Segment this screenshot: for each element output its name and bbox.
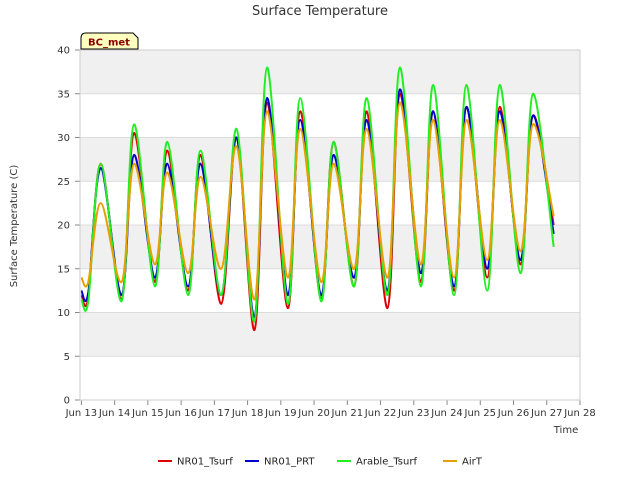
- x-tick-label: Jun 13: [65, 408, 98, 419]
- x-tick-label: Jun 19: [264, 408, 297, 419]
- y-tick-label: 5: [64, 352, 70, 363]
- x-tick-label: Jun 17: [198, 408, 231, 419]
- x-tick-label: Jun 22: [364, 408, 397, 419]
- x-tick-label: Jun 26: [497, 408, 530, 419]
- x-tick-label: Jun 24: [430, 408, 463, 419]
- legend-label: NR01_Tsurf: [177, 457, 233, 468]
- x-tick-label: Jun 28: [563, 408, 596, 419]
- axes: 0 5 10 15 20 25 30 35 40 Jun 13 Jun 14 Jun 15 Jun 16…: [57, 46, 596, 420]
- y-tick-label: 0: [64, 396, 70, 407]
- legend-label: NR01_PRT: [264, 457, 315, 468]
- y-tick-label: 10: [57, 308, 70, 319]
- series-lines: [80, 66, 555, 332]
- x-tick-label: Jun 14: [98, 408, 131, 419]
- legend: NR01_Tsurf NR01_PRT Arable_Tsurf AirT: [158, 457, 483, 468]
- x-tick-label: Jun 16: [164, 408, 197, 419]
- plot-frame: [79, 49, 581, 401]
- site-badge-label: BC_met: [88, 38, 130, 49]
- plot-band: [80, 50, 580, 94]
- y-tick-label: 15: [57, 264, 70, 275]
- y-tick-label: 20: [57, 221, 70, 232]
- y-axis-title: Surface Temperature (C): [9, 165, 20, 288]
- chart-title: Surface Temperature: [252, 4, 388, 19]
- y-tick-label: 25: [57, 177, 70, 188]
- y-tick-label: 40: [57, 46, 70, 57]
- legend-label: Arable_Tsurf: [356, 457, 417, 468]
- x-tick-label: Jun 18: [231, 408, 264, 419]
- site-badge: BC_met: [80, 32, 139, 50]
- x-tick-label: Jun 15: [131, 408, 164, 419]
- x-tick-label: Jun 23: [397, 408, 430, 419]
- x-tick-label: Jun 25: [464, 408, 497, 419]
- y-tick-label: 35: [57, 89, 70, 100]
- x-tick-label: Jun 27: [530, 408, 563, 419]
- plot-band: [80, 225, 580, 269]
- series-line-airt: [80, 101, 555, 301]
- y-tick-label: 30: [57, 133, 70, 144]
- x-axis-title: Time: [553, 425, 578, 436]
- legend-label: AirT: [462, 457, 483, 468]
- x-tick-label: Jun 20: [297, 408, 330, 419]
- plot-band: [80, 312, 580, 357]
- x-tick-label: Jun 21: [331, 408, 364, 419]
